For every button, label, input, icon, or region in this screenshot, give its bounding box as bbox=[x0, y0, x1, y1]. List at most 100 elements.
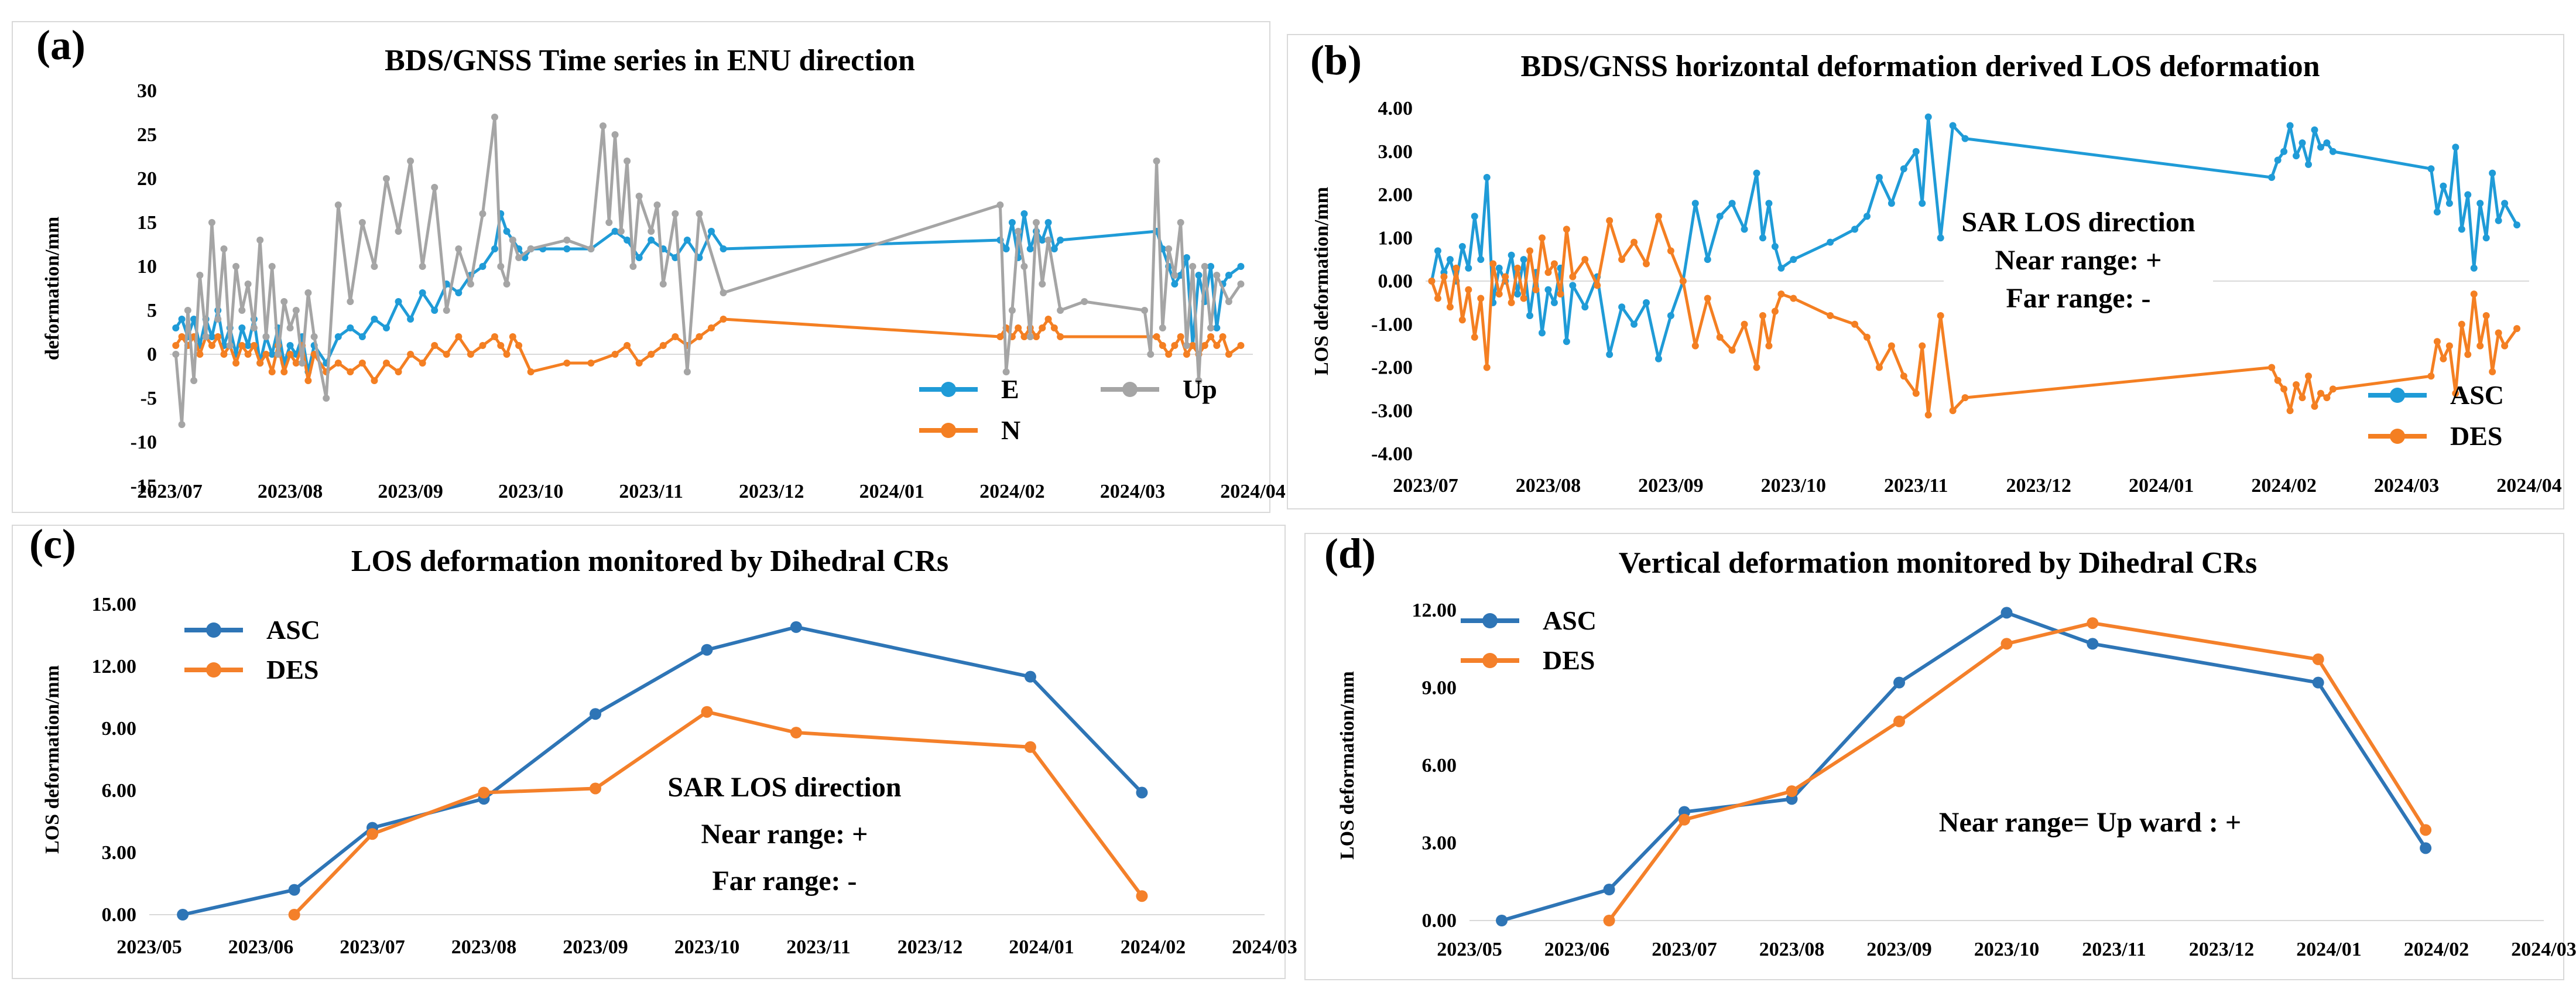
data-point-asc bbox=[2495, 217, 2502, 224]
chart-title: LOS deformation monitored by Dihedral CR… bbox=[351, 545, 948, 578]
data-point-des bbox=[1502, 273, 1509, 280]
data-point-n bbox=[515, 342, 523, 349]
data-point-up bbox=[208, 219, 215, 226]
x-tick-label: 2023/07 bbox=[1652, 939, 1717, 960]
data-point-up bbox=[624, 158, 631, 165]
data-point-asc bbox=[1643, 299, 1650, 306]
data-point-up bbox=[202, 333, 210, 340]
data-point-asc bbox=[1728, 200, 1736, 207]
data-point-e bbox=[1044, 219, 1052, 226]
data-point-asc bbox=[1900, 165, 1907, 173]
data-point-des bbox=[1728, 347, 1736, 354]
x-tick-label: 2023/11 bbox=[786, 936, 851, 958]
data-point-des bbox=[2433, 338, 2441, 345]
data-point-e bbox=[1171, 280, 1179, 288]
y-tick-label: 5 bbox=[147, 300, 157, 321]
data-point-e bbox=[611, 228, 619, 235]
legend-swatch-marker bbox=[2390, 429, 2405, 444]
data-point-des bbox=[2293, 381, 2300, 388]
legend-swatch-marker bbox=[941, 423, 956, 438]
annotation-text: Near range: + bbox=[1995, 245, 2161, 276]
x-tick-label: 2023/12 bbox=[2189, 939, 2254, 960]
data-point-des bbox=[2268, 364, 2276, 371]
data-point-up bbox=[996, 201, 1004, 208]
data-point-e bbox=[648, 237, 655, 244]
data-point-n bbox=[1165, 351, 1173, 358]
data-point-asc bbox=[2317, 143, 2324, 151]
data-point-asc bbox=[1777, 264, 1785, 272]
data-point-asc bbox=[2420, 842, 2432, 854]
y-axis-label: deformation/mm bbox=[42, 217, 63, 361]
data-point-des bbox=[2501, 342, 2509, 350]
data-point-asc bbox=[2286, 122, 2294, 129]
data-point-up bbox=[1015, 228, 1022, 235]
data-point-n bbox=[304, 377, 312, 384]
data-point-n bbox=[208, 342, 215, 349]
data-point-des bbox=[2298, 394, 2306, 402]
data-point-des bbox=[1440, 273, 1448, 280]
y-tick-label: 3.00 bbox=[102, 842, 137, 864]
panel-label-a: (a) bbox=[36, 22, 85, 69]
data-point-n bbox=[509, 333, 516, 340]
annotation-text: Far range: - bbox=[2006, 283, 2150, 314]
data-point-n bbox=[286, 351, 294, 358]
y-tick-label: -4.00 bbox=[1371, 443, 1413, 465]
data-point-des bbox=[1563, 225, 1570, 233]
data-point-des bbox=[1667, 247, 1674, 255]
data-point-asc bbox=[1136, 786, 1148, 799]
data-point-des bbox=[1520, 295, 1527, 302]
data-point-up bbox=[1153, 158, 1160, 165]
data-point-n bbox=[1183, 351, 1190, 358]
data-point-e bbox=[1002, 245, 1010, 252]
legend-label: ASC bbox=[1543, 605, 1597, 635]
data-point-asc bbox=[2323, 139, 2331, 146]
chart-title: BDS/GNSS Time series in ENU direction bbox=[385, 44, 915, 77]
data-point-asc bbox=[1465, 264, 1472, 272]
data-point-n bbox=[720, 316, 727, 323]
series-line-des bbox=[1608, 621, 2427, 922]
data-point-asc bbox=[1520, 256, 1527, 264]
y-axis-label: LOS deformation/mm bbox=[42, 665, 63, 854]
data-point-des bbox=[1949, 407, 1957, 415]
data-point-up bbox=[720, 289, 727, 296]
data-point-des bbox=[2329, 385, 2337, 393]
data-point-des bbox=[2312, 653, 2324, 665]
data-point-asc bbox=[1477, 256, 1485, 264]
data-point-e bbox=[503, 228, 511, 235]
data-point-n bbox=[244, 351, 252, 358]
x-tick-label: 2023/09 bbox=[1638, 475, 1703, 497]
data-point-des bbox=[1691, 342, 1699, 350]
data-point-e bbox=[635, 254, 643, 261]
data-point-asc bbox=[1569, 282, 1577, 289]
data-point-n bbox=[383, 360, 390, 367]
data-point-up bbox=[455, 245, 463, 252]
data-point-des bbox=[1961, 394, 1969, 402]
data-point-asc bbox=[1888, 200, 1895, 207]
data-point-n bbox=[563, 360, 571, 367]
data-point-asc bbox=[2501, 200, 2509, 207]
legend-label: ASC bbox=[266, 615, 320, 645]
x-tick-label: 2023/07 bbox=[137, 481, 202, 502]
data-point-up bbox=[323, 395, 330, 402]
data-point-des bbox=[1538, 234, 1546, 242]
data-point-des bbox=[1606, 217, 1614, 224]
data-point-up bbox=[1057, 307, 1064, 314]
data-point-des bbox=[1489, 260, 1497, 268]
data-point-des bbox=[1912, 389, 1920, 397]
data-point-up bbox=[1201, 263, 1208, 270]
data-point-e bbox=[708, 228, 715, 235]
data-point-up bbox=[256, 237, 264, 244]
data-point-asc bbox=[1496, 915, 1508, 926]
data-point-des bbox=[1630, 238, 1638, 246]
x-tick-label: 2024/01 bbox=[2129, 475, 2194, 497]
data-point-asc bbox=[2452, 143, 2459, 151]
data-point-asc bbox=[2305, 160, 2312, 168]
x-tick-label: 2023/12 bbox=[2006, 475, 2071, 497]
data-point-up bbox=[220, 245, 228, 252]
data-point-up bbox=[310, 333, 318, 340]
data-point-up bbox=[611, 131, 619, 138]
data-point-asc bbox=[790, 621, 802, 633]
data-point-asc bbox=[2482, 234, 2490, 242]
annotation-text: Near range= Up ward : + bbox=[1939, 807, 2241, 838]
